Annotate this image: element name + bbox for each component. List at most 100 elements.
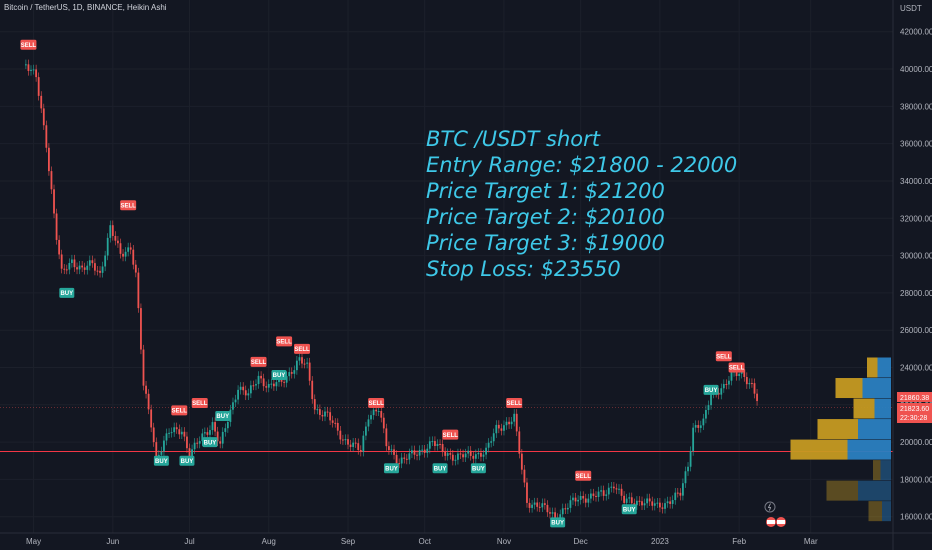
event-icons[interactable] (764, 501, 786, 527)
annotation-line: Price Target 1: $21200 (426, 179, 665, 203)
candle (226, 421, 229, 429)
candle (646, 498, 649, 504)
candle (451, 454, 454, 461)
flag-icon-stripe (767, 520, 775, 524)
buy-signal-label: BUY (60, 291, 73, 297)
candle (441, 444, 444, 452)
candle (127, 247, 130, 252)
candle (160, 451, 163, 455)
candle (229, 409, 232, 422)
sell-signal-box (250, 356, 267, 367)
candle (111, 225, 114, 236)
candle (434, 441, 436, 447)
candle (342, 439, 344, 441)
candle (569, 500, 572, 508)
price-tick-label: 32000.00 (900, 214, 932, 223)
candle (239, 386, 242, 390)
candle (290, 372, 293, 374)
sell-signal-box (276, 336, 293, 347)
candle (237, 389, 239, 400)
volume-bar-down (867, 357, 878, 378)
candle (293, 370, 296, 374)
candle (206, 432, 209, 435)
candle (702, 418, 705, 426)
candle (224, 428, 227, 432)
time-axis[interactable]: May Jun Jul Aug Sep Oct Nov Dec 2023 Feb Mar (0, 532, 932, 546)
chart-grid (0, 0, 893, 533)
candle (255, 384, 257, 386)
candle (91, 260, 94, 264)
candle (232, 402, 234, 410)
candle (324, 411, 326, 417)
volume-bar-down (826, 480, 858, 501)
candle (699, 425, 702, 428)
candle (24, 64, 27, 66)
candle (697, 425, 700, 428)
current-price-label: 21860.38 (900, 395, 929, 402)
buy-signal-label: BUY (705, 388, 718, 394)
candle (265, 386, 268, 388)
candle (528, 502, 531, 508)
candle (76, 267, 78, 270)
candle (285, 376, 288, 383)
candle (196, 442, 199, 444)
time-tick-label: Aug (262, 537, 276, 546)
candle (431, 441, 434, 443)
candle (137, 272, 140, 309)
candle (623, 495, 626, 503)
candle (551, 512, 554, 514)
candle (267, 384, 270, 388)
sell-signal-label: SELL (443, 433, 459, 439)
candle (533, 502, 536, 505)
candle (682, 483, 684, 496)
candle (249, 385, 252, 394)
buy-signal-label: BUY (385, 466, 398, 472)
volume-bar-up (858, 419, 891, 440)
candle (334, 422, 337, 424)
candle (694, 425, 697, 428)
signals: SELL BUY SELL BUY SELL BUY SELL BUY BUY SELL BUY SE… (20, 39, 745, 528)
candle (58, 239, 61, 255)
candle (543, 503, 546, 505)
candle (370, 415, 372, 420)
volume-bar-down (817, 419, 858, 440)
price-tick-label: 28000.00 (900, 289, 932, 298)
candle (497, 424, 500, 429)
candle (671, 500, 674, 504)
candle (83, 267, 86, 270)
candle (635, 500, 638, 506)
candle (247, 393, 250, 396)
candle (326, 411, 329, 413)
candle (398, 463, 401, 465)
volume-bar-down (853, 398, 875, 419)
price-axis[interactable]: USDT16000.0018000.0020000.0022000.002400… (892, 0, 932, 550)
trade-annotation[interactable]: BTC /USDT short Entry Range: $21800 - 22… (426, 126, 737, 282)
candle (382, 417, 385, 429)
sell-signal-label: SELL (294, 347, 310, 353)
horizontal-support-line[interactable] (0, 407, 893, 452)
candle (30, 69, 32, 71)
candle (170, 432, 173, 434)
candle (753, 383, 756, 394)
candle (349, 444, 352, 447)
candle (669, 501, 672, 504)
lightning-icon[interactable] (764, 501, 776, 513)
candle (101, 266, 104, 273)
candle (180, 431, 183, 435)
candle (600, 490, 603, 492)
candle (129, 247, 132, 250)
candle (336, 422, 339, 431)
candle (656, 502, 659, 504)
candle (372, 409, 375, 416)
buy-signal-box (703, 384, 719, 395)
candle (643, 503, 646, 506)
candle (518, 431, 521, 454)
price-tick-label: 20000.00 (900, 438, 932, 447)
candle (331, 420, 334, 423)
candle (288, 372, 291, 377)
candle (78, 265, 81, 270)
candles (24, 59, 758, 525)
candle (388, 446, 390, 451)
annotation-line: Price Target 2: $20100 (426, 205, 665, 229)
